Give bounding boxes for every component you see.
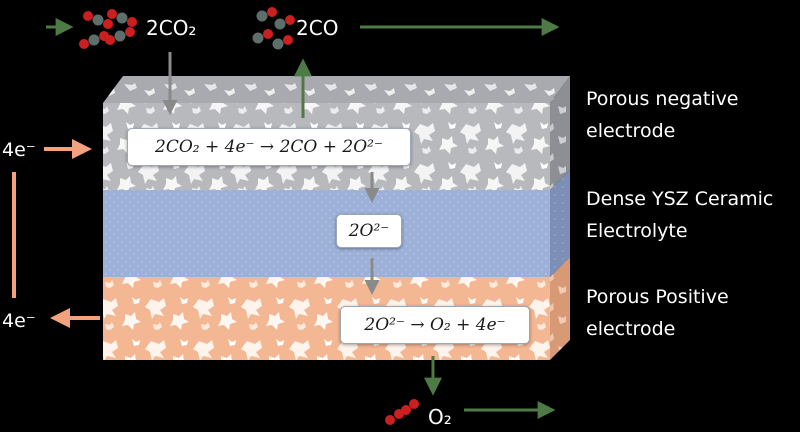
co2-molecules-icon	[79, 9, 137, 49]
block-top-face	[103, 76, 570, 103]
negative-electrode-label-line1: Porous negative	[586, 88, 739, 110]
positive-electrode-label-line1: Porous Positive	[586, 286, 729, 308]
o2-molecule-icon	[385, 399, 419, 425]
electrolyte-oxide-ion-label: 2O²⁻	[348, 221, 390, 241]
positive-electrode-label: Porous Positive electrode	[586, 281, 729, 345]
positive-electrode-side	[550, 257, 570, 360]
electrolyte-ion-box: 2O²⁻	[336, 214, 402, 248]
electron-circuit	[12, 139, 100, 328]
ion-flow-arrows	[162, 52, 380, 295]
positive-electrode-label-line2: electrode	[586, 318, 676, 340]
electrolyte-label-line2: Electrolyte	[586, 220, 688, 242]
electrolyte-label-line1: Dense YSZ Ceramic	[586, 188, 774, 210]
negative-electrode-label: Porous negative electrode	[586, 83, 739, 147]
electron-input-label: 4e⁻	[2, 139, 36, 161]
negative-electrode-side	[550, 76, 570, 190]
electrolyte-side	[550, 170, 570, 277]
anode-reaction-equation: 2O²⁻ → O₂ + 4e⁻	[364, 315, 506, 335]
co-molecules-icon	[252, 7, 295, 50]
electrolyte-layer	[103, 190, 550, 277]
cell-block	[103, 76, 570, 360]
anode-reaction-box: 2O²⁻ → O₂ + 4e⁻	[340, 306, 530, 344]
cathode-reaction-equation: 2CO₂ + 4e⁻ → 2CO + 2O²⁻	[155, 137, 383, 157]
o2-outflow-label: O₂	[428, 405, 452, 429]
co-outflow-label: 2CO	[296, 16, 338, 40]
cathode-reaction-box: 2CO₂ + 4e⁻ → 2CO + 2O²⁻	[127, 128, 411, 166]
co2-inflow-label: 2CO₂	[146, 16, 196, 40]
electron-output-label: 4e⁻	[2, 310, 36, 332]
negative-electrode-label-line2: electrode	[586, 120, 676, 142]
electrolyte-label: Dense YSZ Ceramic Electrolyte	[586, 183, 773, 247]
gas-flow-arrows	[46, 18, 560, 419]
